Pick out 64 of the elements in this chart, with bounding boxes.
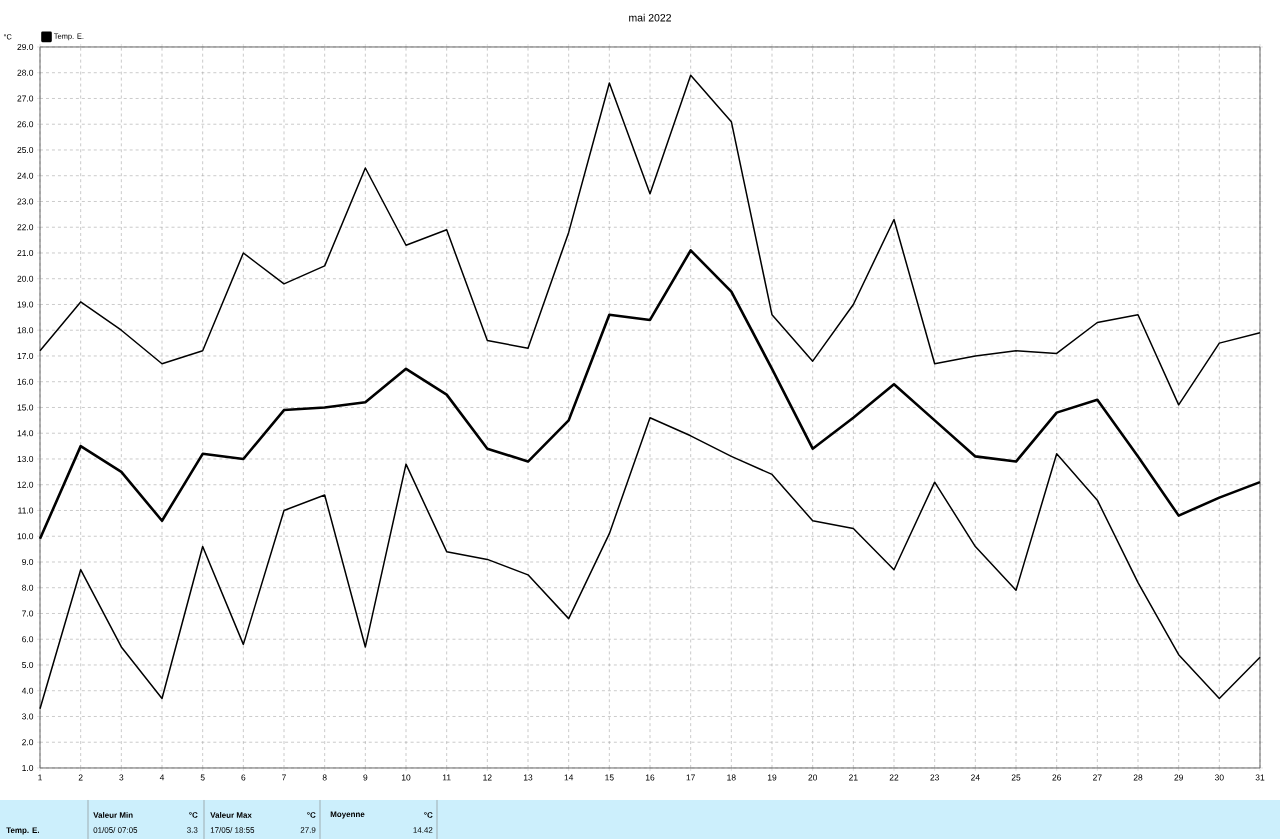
y-tick-label: 25.0 [17,146,34,153]
x-tick-label: 26 [1052,774,1062,781]
y-tick-label: 8.0 [22,584,34,591]
x-tick-label: 10 [401,774,411,781]
x-tick-label: 16 [645,774,655,781]
x-tick-label: 31 [1255,774,1265,781]
y-tick-label: 13.0 [17,455,34,462]
x-tick-label: 7 [282,774,286,781]
y-tick-label: 21.0 [17,249,34,256]
x-tick-label: 9 [363,774,368,781]
y-tick-label: 24.0 [17,172,34,179]
x-tick-label: 29 [1174,774,1183,781]
y-tick-label: 11.0 [18,507,34,514]
x-tick-label: 3 [119,774,124,781]
x-tick-label: 27 [1093,774,1102,781]
line-series [39,74,1261,406]
y-tick-label: 3.0 [22,713,34,720]
x-tick-label: 25 [1011,774,1021,781]
y-tick-label: 9.0 [22,558,34,565]
y-tick-label: 19.0 [17,301,34,308]
y-tick-label: 1.0 [22,764,34,771]
x-tick-label: 20 [808,774,818,781]
y-tick-label: 12.0 [17,481,34,488]
x-tick-label: 6 [241,774,246,781]
y-tick-label: 17.0 [17,352,34,359]
y-tick-label: 14.0 [17,430,34,437]
x-tick-label: 5 [200,774,205,781]
x-tick-label: 11 [442,774,451,781]
y-tick-label: 28.0 [17,69,34,76]
x-tick-label: 14 [564,774,574,781]
x-tick-label: 17 [686,774,695,781]
x-tick-label: 8 [322,774,327,781]
y-tick-label: 16.0 [17,378,34,385]
line-series [39,417,1261,710]
y-tick-label: 29.0 [17,43,34,50]
line-series [38,249,1262,541]
x-tick-label: 4 [159,774,165,781]
x-tick-label: 30 [1214,774,1224,781]
x-tick-label: 23 [930,774,940,781]
y-tick-label: 2.0 [22,739,34,746]
x-tick-label: 24 [971,774,980,781]
x-tick-label: 15 [605,774,614,781]
x-tick-label: 22 [889,774,899,781]
y-tick-label: 10.0 [17,533,34,540]
y-tick-label: 18.0 [17,327,34,334]
x-tick-label: 19 [767,774,777,781]
x-tick-label: 13 [523,774,533,781]
x-tick-label: 2 [78,774,83,781]
x-tick-label: 28 [1133,774,1143,781]
y-tick-label: 27.0 [17,95,34,102]
y-tick-label: 20.0 [17,275,34,282]
y-tick-label: 15.0 [17,404,34,411]
x-tick-label: 21 [849,774,858,781]
y-tick-label: 7.0 [22,610,34,617]
chart-title: mai 2022 [629,13,671,22]
y-tick-label: 4.0 [21,687,34,694]
y-tick-label: 6.0 [22,636,34,643]
x-tick-label: 1 [38,774,42,781]
y-tick-label: 22.0 [17,224,34,231]
x-tick-label: 12 [483,774,492,781]
x-tick-label: 18 [727,774,736,781]
y-tick-label: 23.0 [17,198,34,205]
y-tick-label: 5.0 [22,661,34,668]
y-tick-label: 26.0 [17,121,34,128]
